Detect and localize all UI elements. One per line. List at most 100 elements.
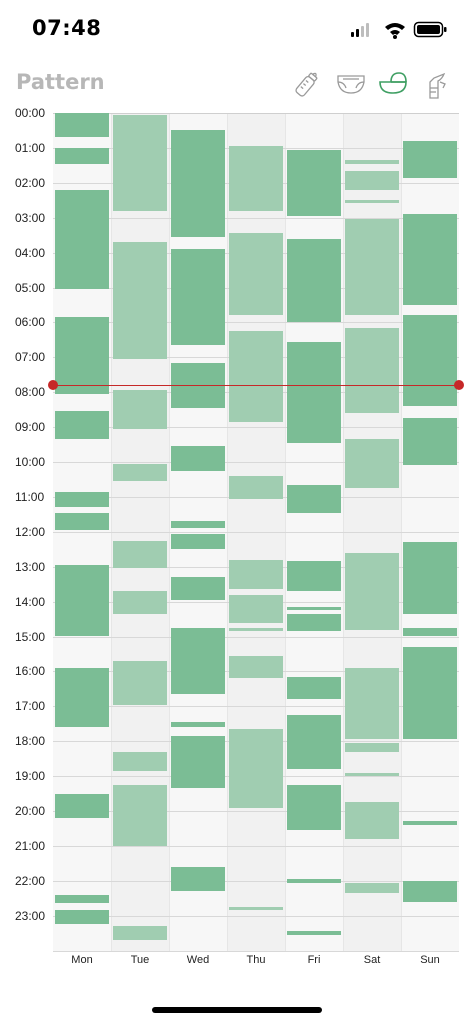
sleep-block[interactable] <box>345 802 399 839</box>
sleep-block[interactable] <box>55 910 109 925</box>
sleep-block[interactable] <box>403 821 457 825</box>
sleep-block[interactable] <box>287 676 341 700</box>
sleep-block[interactable] <box>113 114 167 211</box>
sleep-block[interactable] <box>287 879 341 883</box>
pump-button[interactable] <box>421 68 453 100</box>
sleep-block[interactable] <box>287 784 341 831</box>
sleep-block[interactable] <box>229 331 283 422</box>
sleep-block[interactable] <box>171 446 225 471</box>
sleep-block[interactable] <box>229 906 283 911</box>
sleep-block[interactable] <box>403 646 457 740</box>
sleep-block[interactable] <box>55 411 109 440</box>
hour-gridline <box>53 217 459 219</box>
sleep-block[interactable] <box>55 667 109 728</box>
sleep-block[interactable] <box>55 147 109 164</box>
sleep-block[interactable] <box>171 521 225 529</box>
sleep-block[interactable] <box>55 189 109 290</box>
sleep-block[interactable] <box>55 564 109 637</box>
sleep-block[interactable] <box>403 418 457 466</box>
sleep-block[interactable] <box>113 463 167 482</box>
diaper-icon <box>337 75 365 94</box>
sleep-button[interactable] <box>377 68 409 100</box>
sleep-block[interactable] <box>345 882 399 893</box>
hour-tick-label: 14:00 <box>15 594 46 609</box>
day-label: Tue <box>130 954 150 966</box>
sleep-block[interactable] <box>345 327 399 414</box>
sleep-block[interactable] <box>171 735 225 789</box>
hour-tick-label: 05:00 <box>15 280 46 295</box>
hour-tick-label: 12:00 <box>15 524 46 539</box>
sleep-block[interactable] <box>287 561 341 592</box>
sleep-block[interactable] <box>171 722 225 728</box>
sleep-block[interactable] <box>345 200 399 204</box>
sleep-block[interactable] <box>55 793 109 818</box>
sleep-block[interactable] <box>171 533 225 550</box>
sleep-block[interactable] <box>403 627 457 637</box>
sleep-block[interactable] <box>113 242 167 360</box>
hour-tick-label: 02:00 <box>15 175 46 190</box>
sleep-block[interactable] <box>113 390 167 429</box>
sleep-block[interactable] <box>113 540 167 569</box>
hour-tick-label: 04:00 <box>15 245 46 260</box>
hour-gridline <box>53 950 459 952</box>
hour-gridline <box>53 845 459 847</box>
sleep-block[interactable] <box>287 613 341 632</box>
sleep-block[interactable] <box>403 880 457 902</box>
sleep-block[interactable] <box>229 655 283 679</box>
hour-gridline <box>53 636 459 638</box>
sleep-block[interactable] <box>403 542 457 614</box>
sleep-block[interactable] <box>113 751 167 771</box>
sleep-block[interactable] <box>113 660 167 705</box>
sleep-block[interactable] <box>171 362 225 408</box>
sleep-block[interactable] <box>403 140 457 178</box>
sleep-block[interactable] <box>229 627 283 632</box>
sleep-block[interactable] <box>171 249 225 346</box>
hour-gridline <box>53 880 459 882</box>
sleep-block[interactable] <box>287 341 341 443</box>
sleep-block[interactable] <box>229 475 283 499</box>
hour-tick-label: 06:00 <box>15 315 46 330</box>
sleep-block[interactable] <box>287 606 341 611</box>
sleep-block[interactable] <box>113 784 167 846</box>
sleep-block[interactable] <box>113 591 167 614</box>
sleep-block[interactable] <box>229 233 283 316</box>
hour-gridline <box>53 811 459 812</box>
sleep-block[interactable] <box>403 315 457 407</box>
sleep-block[interactable] <box>345 219 399 316</box>
sleep-block[interactable] <box>345 772 399 777</box>
sleep-block[interactable] <box>171 866 225 892</box>
sleep-block[interactable] <box>287 484 341 513</box>
sleep-block[interactable] <box>345 160 399 164</box>
sleep-block[interactable] <box>229 728 283 808</box>
sleep-block[interactable] <box>287 238 341 323</box>
home-indicator[interactable] <box>152 1007 322 1013</box>
day-label: Sat <box>363 954 381 966</box>
hour-tick-label: 20:00 <box>15 804 46 818</box>
sleep-block[interactable] <box>171 627 225 695</box>
sleep-block[interactable] <box>229 559 283 590</box>
sleep-block[interactable] <box>345 439 399 489</box>
sleep-block[interactable] <box>55 491 109 508</box>
sleep-block[interactable] <box>55 512 109 531</box>
sleep-block[interactable] <box>171 577 225 600</box>
bottle-button[interactable] <box>291 68 323 100</box>
sleep-block[interactable] <box>229 146 283 211</box>
sleep-block[interactable] <box>345 170 399 190</box>
sleep-block[interactable] <box>113 926 167 941</box>
sleep-block[interactable] <box>171 130 225 237</box>
sleep-block[interactable] <box>229 594 283 623</box>
sleep-block[interactable] <box>287 715 341 770</box>
sleep-block[interactable] <box>55 317 109 394</box>
diaper-button[interactable] <box>335 68 367 100</box>
sleep-block[interactable] <box>345 552 399 630</box>
sleep-block[interactable] <box>345 742 399 752</box>
sleep-block[interactable] <box>55 894 109 904</box>
sleep-block[interactable] <box>287 931 341 935</box>
hour-tick-label: 18:00 <box>15 734 46 749</box>
sleep-block[interactable] <box>55 113 109 138</box>
sleep-block[interactable] <box>403 214 457 305</box>
hour-gridline <box>53 113 459 114</box>
sleep-block[interactable] <box>287 149 341 216</box>
day-label: Mon <box>71 954 93 966</box>
sleep-block[interactable] <box>345 667 399 740</box>
